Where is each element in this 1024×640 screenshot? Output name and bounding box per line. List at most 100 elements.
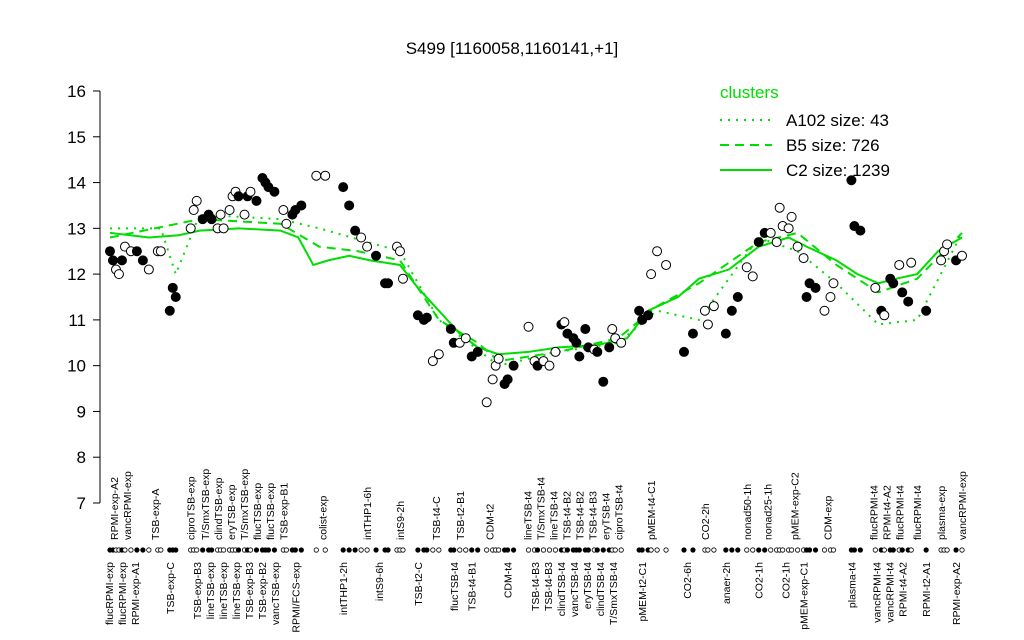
rug-mark (735, 547, 741, 553)
x-label-top: RPMI-exp-A2 (109, 477, 121, 540)
x-label-bottom: lineTSB-exp (231, 562, 243, 619)
rug-mark (415, 547, 421, 553)
x-labels: RPMI-exp-A2 vancRPMI-exp TSB-exp-A ciproTSB… (104, 469, 969, 633)
rug-mark (484, 547, 490, 553)
data-point (362, 241, 373, 252)
x-label-top: colist-exp (317, 495, 329, 540)
x-label-top: TSB-exp-B1 (278, 483, 290, 540)
y-tick-label: 12 (67, 265, 86, 284)
x-label-top: flucRPMI-t4 (912, 485, 924, 540)
rug-mark (146, 547, 152, 553)
data-point (245, 186, 256, 197)
rug-mark (436, 547, 442, 553)
data-point (708, 301, 719, 312)
x-label-bottom: RPMI/FCS-exp (290, 562, 302, 633)
rug-mark (794, 547, 801, 553)
cluster-line (109, 218, 963, 363)
data-point (344, 200, 355, 211)
rug-mark (364, 547, 370, 553)
rug-mark (585, 547, 591, 553)
x-label-bottom: anaer-2h (721, 562, 733, 604)
data-point (460, 333, 471, 344)
data-point (137, 255, 148, 266)
rug-mark (890, 547, 896, 553)
x-label-bottom: plasma-t4 (846, 562, 858, 608)
data-point (397, 273, 408, 284)
rug-mark (469, 547, 475, 553)
x-label-top: ciproTSB-exp (186, 476, 198, 540)
x-label-top: eryTSB-exp (226, 484, 238, 540)
rug-mark (200, 547, 206, 553)
data-point (801, 292, 812, 302)
data-point (218, 223, 229, 234)
data-point (350, 225, 361, 236)
x-label-top: CDM-t2 (485, 504, 497, 540)
rug-mark (729, 547, 735, 553)
data-point (239, 209, 250, 220)
data-point (472, 346, 483, 357)
rug-mark (271, 547, 278, 553)
rug-mark (220, 547, 227, 553)
rug-mark (762, 547, 768, 553)
data-point (661, 259, 672, 270)
cluster-line (109, 227, 963, 356)
data-point (278, 205, 289, 216)
x-label-top: TSB-t4-B3 (588, 491, 600, 540)
data-point (487, 374, 498, 385)
x-label-top: flucTSB-exp (252, 483, 264, 540)
data-point (646, 269, 657, 280)
rug-mark (283, 547, 289, 553)
x-label-top: lineTSB-t4 (549, 491, 561, 540)
data-point (113, 269, 124, 280)
rug-mark (830, 547, 837, 553)
rug-mark (750, 547, 756, 553)
x-label-bottom: TSB-t4-B3 (530, 562, 542, 611)
data-point (580, 324, 591, 335)
rug-mark (373, 547, 379, 553)
data-point (798, 253, 809, 264)
x-label-bottom: RPMI-exp-A1 (130, 562, 142, 625)
data-point (233, 191, 244, 202)
x-label-bottom: intS9-6h (374, 562, 386, 601)
data-point (604, 342, 615, 353)
data-point (699, 305, 710, 316)
data-point (164, 305, 175, 316)
x-label-bottom: T/SmxTSB-t4 (608, 562, 620, 625)
x-label-top: TSB-exp-A (150, 489, 162, 540)
x-label-bottom: flucRPMI-exp (104, 562, 116, 625)
data-point (819, 305, 830, 316)
data-point (936, 255, 947, 266)
data-point (143, 264, 154, 275)
rug-mark (313, 547, 319, 553)
x-label-bottom: lineTSB-exp (205, 562, 217, 619)
data-point (502, 374, 513, 385)
x-label-bottom: CO2-6h (682, 562, 694, 599)
data-point (155, 246, 166, 257)
x-label-bottom: vancTSB-exp (270, 562, 282, 625)
chart-title: S499 [1160058,1160141,+1] (406, 39, 619, 58)
x-label-bottom: RPMI-t2-A1 (921, 562, 933, 617)
x-label-bottom: RPMI-t4-A2 (897, 562, 909, 617)
y-tick-label: 15 (67, 128, 86, 147)
rug-mark (899, 547, 905, 553)
y-tick-label: 9 (77, 402, 86, 421)
rug-mark (600, 547, 606, 553)
rug-mark (872, 547, 878, 553)
rug-mark (851, 547, 857, 553)
rug-mark (723, 547, 729, 553)
rug-mark (744, 547, 750, 553)
x-label-bottom: TSB-exp-C (165, 562, 177, 614)
rug-mark (944, 547, 950, 553)
data-point (765, 227, 776, 238)
x-label-bottom: TSB-t2-C (413, 562, 425, 606)
rug-mark (475, 547, 481, 553)
data-point (957, 250, 968, 261)
rug-mark (158, 547, 164, 553)
data-point (846, 175, 857, 186)
data-points (104, 170, 968, 408)
x-label-top: TSB-t4-B2 (575, 491, 587, 540)
data-point (185, 223, 196, 234)
rug-mark (352, 547, 358, 553)
data-point (897, 287, 908, 298)
data-point (383, 278, 394, 289)
